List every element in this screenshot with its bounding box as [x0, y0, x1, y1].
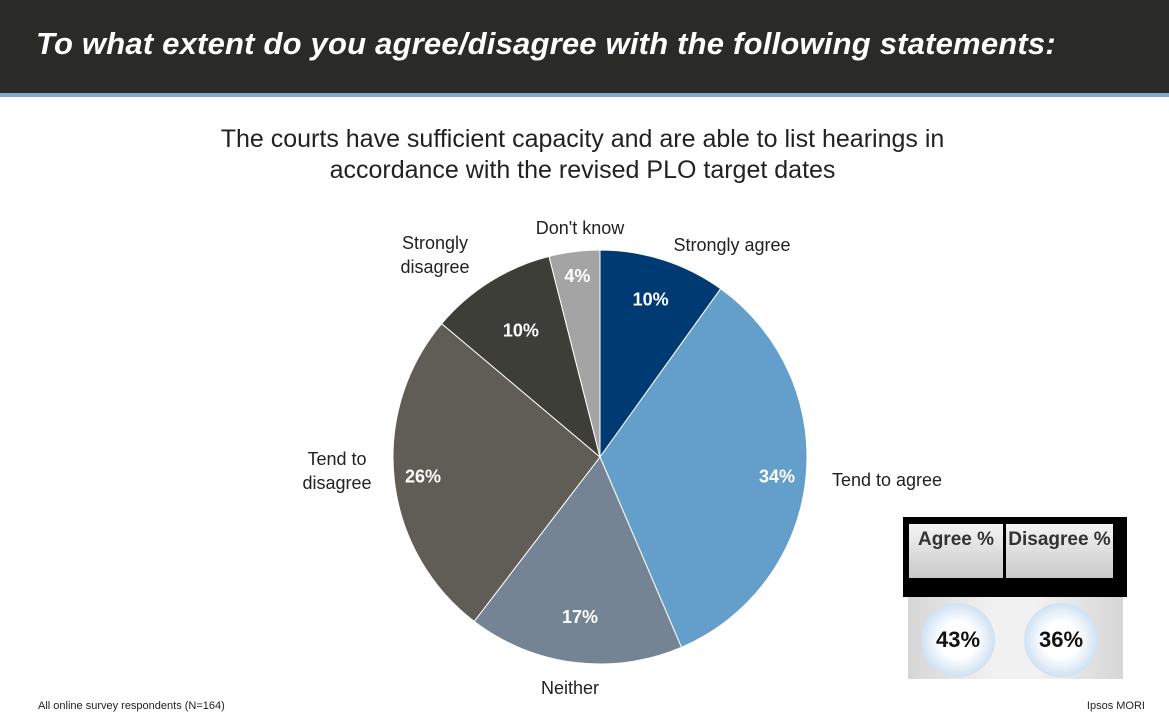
slice-value-label: 10% — [633, 289, 669, 309]
slice-category-label: Neither — [541, 678, 599, 698]
source-label: Ipsos MORI — [1086, 700, 1145, 712]
slice-value-label: 4% — [564, 266, 590, 286]
slice-value-label: 17% — [562, 607, 598, 627]
base-note: All online survey respondents (N=164) — [38, 700, 225, 712]
summary-table: Agree % Disagree % 43% 36% — [903, 517, 1127, 679]
pie-slice-strongly-agree — [599, 249, 722, 459]
page-title: To what extent do you agree/disagree wit… — [36, 26, 1056, 61]
slice-value-label: 10% — [503, 321, 539, 341]
summary-header-row: Agree % Disagree % — [903, 517, 1127, 597]
slice-value-label: 26% — [405, 466, 441, 486]
pie-slice-strongly-disagree — [440, 255, 601, 459]
chart-title: The courts have sufficient capacity and … — [220, 125, 945, 184]
summary-values-row: 43% 36% — [908, 597, 1123, 679]
agree-value: 43% — [921, 603, 995, 677]
slice-category-label: Tend to disagree — [302, 449, 371, 493]
disagree-value: 36% — [1024, 603, 1098, 677]
header-bar: To what extent do you agree/disagree wit… — [0, 0, 1169, 97]
agree-header: Agree % — [909, 524, 1003, 578]
slice-value-label: 34% — [759, 466, 795, 486]
pie-slice-tend-to-agree — [599, 288, 808, 648]
slice-category-label: Don't know — [536, 218, 625, 238]
slice-category-label: Strongly disagree — [400, 233, 469, 277]
slice-category-label: Tend to agree — [832, 470, 942, 490]
pie-slice-don-t-know — [548, 249, 601, 458]
pie-slice-neither — [473, 456, 683, 665]
slice-category-label: Strongly agree — [673, 235, 790, 255]
disagree-header: Disagree % — [1006, 524, 1113, 578]
pie-slice-tend-to-disagree — [392, 322, 601, 623]
